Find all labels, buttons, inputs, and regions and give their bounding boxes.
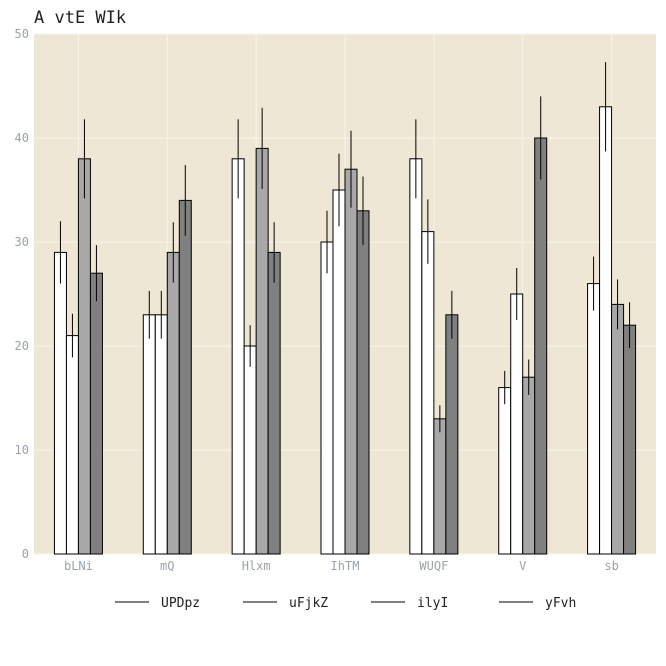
bar-ilyI-mQ	[166, 251, 180, 555]
legend: UPDpz uFjkZ ilyI yFvh	[115, 596, 576, 611]
bar-ilyI-bLNi	[77, 158, 91, 555]
x-tick-label: Hlxm	[242, 559, 271, 573]
bar-ilyI-IhTM	[344, 168, 358, 555]
bar-UPDpz-bLNi	[53, 251, 67, 555]
bar-yFvh-Hlxm	[267, 251, 281, 555]
x-tick-label: sb	[604, 559, 618, 573]
bar-ilyI-sb	[611, 303, 625, 555]
bar-UPDpz-sb	[587, 283, 601, 555]
bar-yFvh-sb	[623, 324, 637, 555]
bar-uFjkZ-WUQF	[421, 231, 435, 555]
x-tick-label: V	[519, 559, 526, 573]
y-tick-label: 20	[15, 339, 29, 353]
bar-uFjkZ-V	[510, 293, 524, 555]
y-tick-label: 40	[15, 131, 29, 145]
bar-yFvh-IhTM	[356, 210, 370, 555]
bar-ilyI-V	[522, 376, 536, 555]
bar-uFjkZ-IhTM	[332, 189, 346, 555]
y-tick-label: 30	[15, 235, 29, 249]
bar-yFvh-mQ	[178, 199, 192, 555]
bar-ilyI-Hlxm	[255, 147, 269, 555]
bar-UPDpz-V	[498, 387, 512, 555]
x-tick-label: mQ	[160, 559, 174, 573]
y-tick-label: 10	[15, 443, 29, 457]
chart-title: A vtE WIk	[34, 8, 126, 28]
bar-UPDpz-mQ	[142, 314, 156, 555]
legend-label-UPDpz: UPDpz	[161, 596, 200, 611]
bar-yFvh-bLNi	[89, 272, 103, 555]
legend-label-yFvh: yFvh	[545, 596, 576, 611]
bar-yFvh-V	[534, 137, 548, 555]
legend-label-ilyI: ilyI	[417, 596, 448, 611]
y-tick-label: 50	[15, 27, 29, 41]
bar-uFjkZ-bLNi	[65, 335, 79, 555]
legend-label-uFjkZ: uFjkZ	[289, 596, 328, 611]
bar-UPDpz-WUQF	[409, 158, 423, 555]
bar-ilyI-WUQF	[433, 418, 447, 555]
y-tick-label: 0	[22, 547, 29, 561]
x-tick-label: bLNi	[64, 559, 93, 573]
y-axis: 0 10 20 30 40 50	[15, 27, 29, 561]
x-tick-label: IhTM	[331, 559, 360, 573]
bar-yFvh-WUQF	[445, 314, 459, 555]
bar-UPDpz-IhTM	[320, 241, 334, 555]
bar-uFjkZ-mQ	[154, 314, 168, 555]
bar-uFjkZ-sb	[599, 106, 613, 555]
x-tick-label: WUQF	[419, 559, 448, 573]
bars	[53, 106, 637, 555]
bar-UPDpz-Hlxm	[231, 158, 245, 555]
bar-uFjkZ-Hlxm	[243, 345, 257, 555]
error-bars	[59, 62, 631, 433]
